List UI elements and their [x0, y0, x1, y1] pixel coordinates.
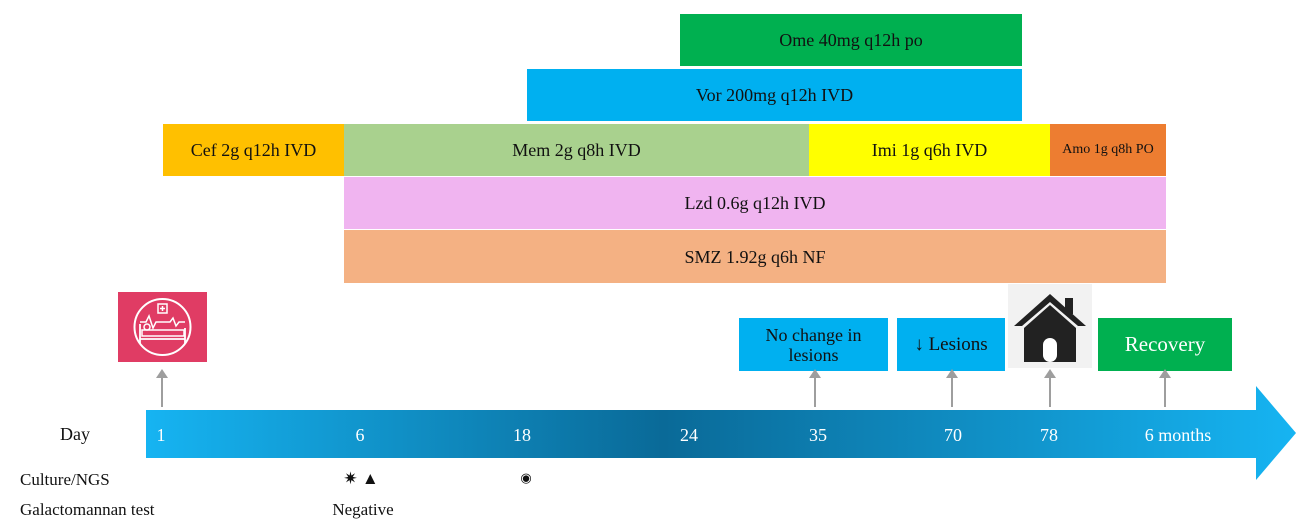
arrow-day1: [156, 369, 168, 407]
tick-35: 35: [809, 425, 827, 445]
tick-6: 6: [355, 425, 365, 445]
tick-78: 78: [1040, 425, 1058, 445]
hospital-bed-icon: [118, 292, 207, 362]
culture-day6-markers: ✷ ▲: [343, 469, 379, 488]
lzd-label: Lzd 0.6g q12h IVD: [684, 193, 826, 213]
day-label: Day: [60, 424, 90, 444]
imi-bar: Imi 1g q6h IVD: [809, 124, 1050, 176]
lesions-label: ↓ Lesions: [914, 333, 988, 355]
no-change-label: No change in lesions: [765, 324, 862, 365]
tick-70: 70: [944, 425, 962, 445]
ome-bar: Ome 40mg q12h po: [680, 14, 1022, 66]
vor-bar: Vor 200mg q12h IVD: [527, 69, 1022, 121]
tick-6months: 6 months: [1144, 425, 1212, 445]
mem-bar: Mem 2g q8h IVD: [344, 124, 809, 176]
culture-day18-marker: ◉: [520, 470, 532, 485]
cef-bar: Cef 2g q12h IVD: [163, 124, 344, 176]
lesions-box: ↓ Lesions: [897, 318, 1005, 371]
tick-18: 18: [513, 425, 531, 445]
no-change-box: No change in lesions: [739, 318, 888, 371]
smz-bar: SMZ 1.92g q6h NF: [344, 230, 1166, 283]
imi-label: Imi 1g q6h IVD: [871, 140, 988, 160]
galactomannan-day6-result: Negative: [332, 500, 394, 519]
house-icon: [1008, 284, 1092, 368]
amo-bar: Amo 1g q8h PO: [1050, 124, 1166, 176]
tick-1: 1: [156, 425, 166, 445]
mem-label: Mem 2g q8h IVD: [512, 140, 641, 160]
amo-label: Amo 1g q8h PO: [1062, 142, 1154, 157]
smz-label: SMZ 1.92g q6h NF: [684, 246, 826, 267]
arrow-day78: [1044, 369, 1056, 407]
galactomannan-label: Galactomannan test: [20, 500, 155, 519]
vor-label: Vor 200mg q12h IVD: [695, 85, 854, 105]
culture-label: Culture/NGS: [20, 470, 110, 489]
arrow-6months: [1159, 369, 1171, 407]
tick-24: 24: [680, 425, 698, 445]
lzd-bar: Lzd 0.6g q12h IVD: [344, 177, 1166, 229]
cef-label: Cef 2g q12h IVD: [190, 140, 317, 160]
arrow-day35: [809, 369, 821, 407]
recovery-box: Recovery: [1098, 318, 1232, 371]
arrow-day70: [946, 369, 958, 407]
recovery-label: Recovery: [1124, 332, 1206, 356]
ome-label: Ome 40mg q12h po: [779, 30, 923, 50]
